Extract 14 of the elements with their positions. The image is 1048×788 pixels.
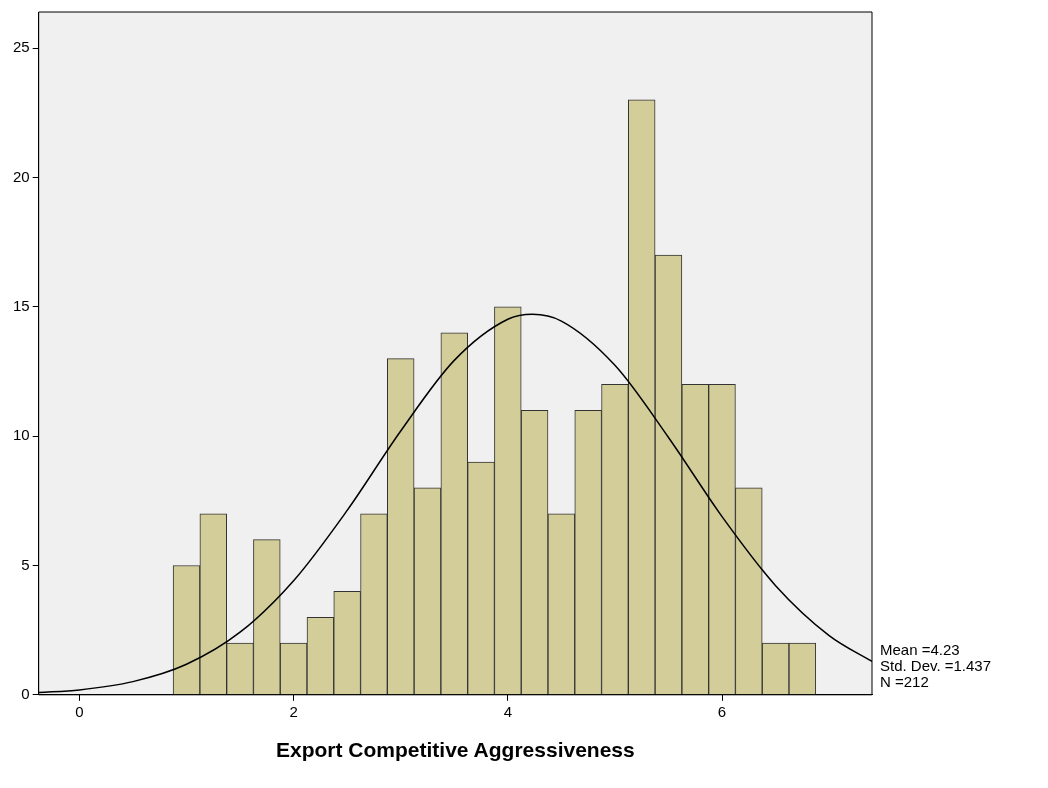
y-tick-label: 0 <box>21 684 30 702</box>
y-tick-label: 5 <box>21 555 30 573</box>
x-axis-title: Export Competitive Aggressiveness <box>276 738 635 762</box>
y-tick-label: 10 <box>13 426 30 444</box>
text: N =212 <box>880 672 929 690</box>
y-tick-label: 25 <box>13 38 30 56</box>
x-tick-label: 4 <box>503 702 512 720</box>
text: Mean =4.23 <box>880 640 960 658</box>
y-tick-label: 20 <box>13 167 30 185</box>
x-tick-label: 2 <box>289 702 298 720</box>
x-tick-label: 6 <box>717 702 727 720</box>
y-tick-label: 15 <box>13 296 30 314</box>
text: Std. Dev. =1.437 <box>880 656 992 674</box>
x-tick-label: 0 <box>75 702 84 720</box>
